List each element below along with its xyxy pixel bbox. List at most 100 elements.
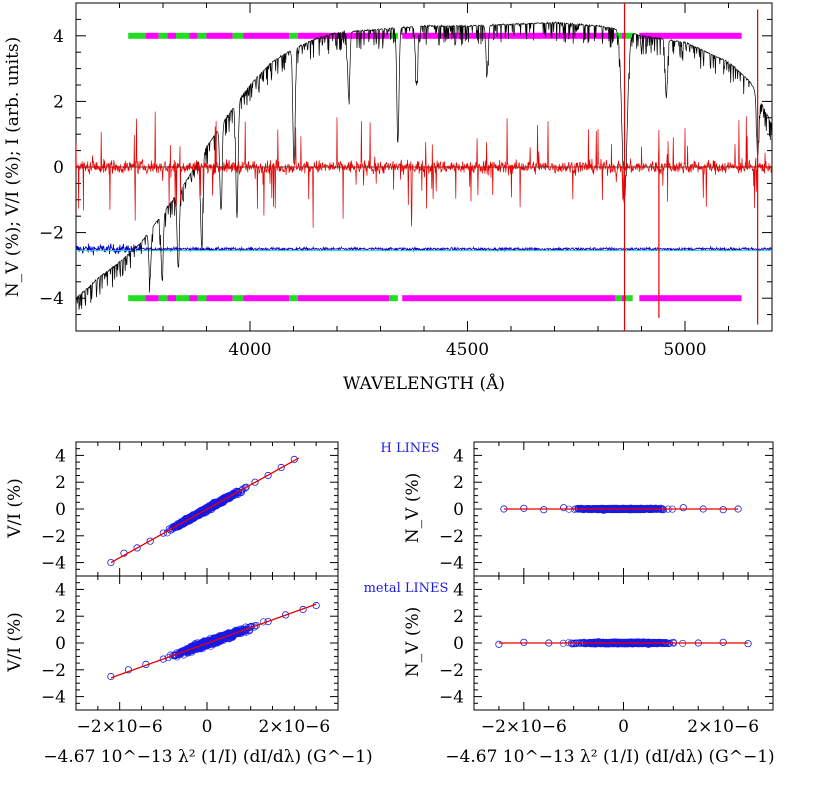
y-tick-label: −4 <box>439 554 464 574</box>
metal-lines-label: metal LINES <box>364 581 449 596</box>
left-lower-panel: −4 −2 0 2 4 −2×10−6 0 2×10−6 <box>41 575 339 737</box>
data-point <box>179 519 187 527</box>
top-ylabel: N_V (%); V/I (%); I (arb. units) <box>3 37 23 298</box>
data-point <box>520 638 528 646</box>
mask-segment <box>389 295 398 302</box>
mask-segment <box>128 295 146 302</box>
y-tick-label: 2 <box>453 607 464 627</box>
points <box>107 601 320 681</box>
data-point <box>214 635 222 643</box>
data-point <box>719 506 727 514</box>
mask-segment <box>189 295 198 302</box>
data-point <box>669 638 677 646</box>
y-tick-label: 4 <box>53 27 64 47</box>
mask-segment <box>197 295 207 302</box>
data-point <box>264 471 272 480</box>
data-point <box>599 506 608 514</box>
mask-segment <box>176 295 190 302</box>
data-point <box>245 626 253 634</box>
mask-segment <box>206 295 233 302</box>
mask-segment <box>397 32 403 39</box>
right-lower-panel: −4 −2 0 2 4 −2×10−6 0 2×10−6 <box>439 575 774 737</box>
data-point <box>230 490 238 498</box>
left-xlabel: −4.67 10^−13 λ² (1/I) (dI/dλ) (G^−1) <box>43 747 372 767</box>
top-ticks <box>75 2 773 332</box>
right-xlabel: −4.67 10^−13 λ² (1/I) (dI/dλ) (G^−1) <box>445 747 774 767</box>
y-tick-label: 4 <box>453 580 464 600</box>
data-point <box>225 493 233 501</box>
mask-segment <box>167 32 177 39</box>
mask-segment <box>639 295 742 302</box>
right-upper-ylabel: N_V (%) <box>403 473 423 543</box>
y-tick-label: −4 <box>39 289 64 309</box>
data-point <box>644 640 653 648</box>
data-point <box>223 633 231 641</box>
y-tick-label: 2 <box>55 607 66 627</box>
mask-segment <box>289 32 298 39</box>
y-tick-label: 4 <box>55 580 66 600</box>
data-point <box>199 640 207 648</box>
mask-segment <box>167 295 177 302</box>
data-point <box>570 640 578 648</box>
mask-segment <box>615 295 622 302</box>
y-tick-label: −2 <box>41 527 66 547</box>
mask-segment <box>397 295 403 302</box>
x-tick-label: −2×10−6 <box>77 717 163 737</box>
data-point <box>216 633 224 641</box>
data-point <box>226 492 234 500</box>
mask-segment <box>128 32 146 39</box>
mask-segment <box>626 32 633 39</box>
data-point <box>229 629 237 638</box>
data-point <box>193 512 201 520</box>
h-lines-label: H LINES <box>380 441 439 456</box>
mask-segment <box>289 295 298 302</box>
data-point <box>189 513 197 521</box>
x-tick-label: −2×10−6 <box>481 717 567 737</box>
data-point <box>133 544 141 552</box>
data-point <box>560 504 568 512</box>
y-tick-label: 2 <box>53 92 64 112</box>
mask-segment <box>197 32 207 39</box>
data-point <box>239 485 247 493</box>
mask-segment <box>632 295 640 302</box>
top-series <box>76 3 772 331</box>
mask-segment <box>232 295 244 302</box>
x-tick-label: 0 <box>202 717 213 737</box>
data-point <box>251 622 259 630</box>
data-point <box>619 504 628 512</box>
data-point <box>204 639 212 647</box>
data-point <box>212 499 220 508</box>
mask-segment <box>626 295 633 302</box>
points <box>495 638 752 648</box>
mask-segment <box>243 295 290 302</box>
data-point <box>679 504 687 512</box>
data-point <box>177 648 185 657</box>
data-point <box>107 558 115 567</box>
x-tick-label: 5000 <box>663 340 706 360</box>
y-tick-label: −2 <box>39 224 64 244</box>
data-point <box>264 617 272 626</box>
data-point <box>540 506 548 514</box>
y-tick-label: 0 <box>453 500 464 520</box>
data-point <box>659 506 668 514</box>
points <box>500 504 742 514</box>
y-tick-label: 0 <box>55 500 66 520</box>
top-xlabel: WAVELENGTH (Å) <box>343 373 505 394</box>
intensity-spectrum-line <box>76 21 772 310</box>
y-tick-label: −2 <box>439 527 464 547</box>
y-tick-label: 4 <box>55 446 66 466</box>
data-point <box>281 611 290 619</box>
y-tick-label: −4 <box>439 688 464 708</box>
y-tick-label: 2 <box>453 473 464 493</box>
data-point <box>195 509 203 517</box>
x-tick-label: 4000 <box>228 340 271 360</box>
data-point <box>744 640 752 648</box>
mask-segment <box>615 32 622 39</box>
mask-segment <box>158 295 168 302</box>
y-tick-label: −2 <box>439 661 464 681</box>
mask-segment <box>243 32 290 39</box>
data-point <box>277 463 285 472</box>
left-lower-ylabel: V/I (%) <box>5 612 25 673</box>
x-tick-label: 2×10−6 <box>687 717 759 737</box>
data-point <box>185 514 194 523</box>
